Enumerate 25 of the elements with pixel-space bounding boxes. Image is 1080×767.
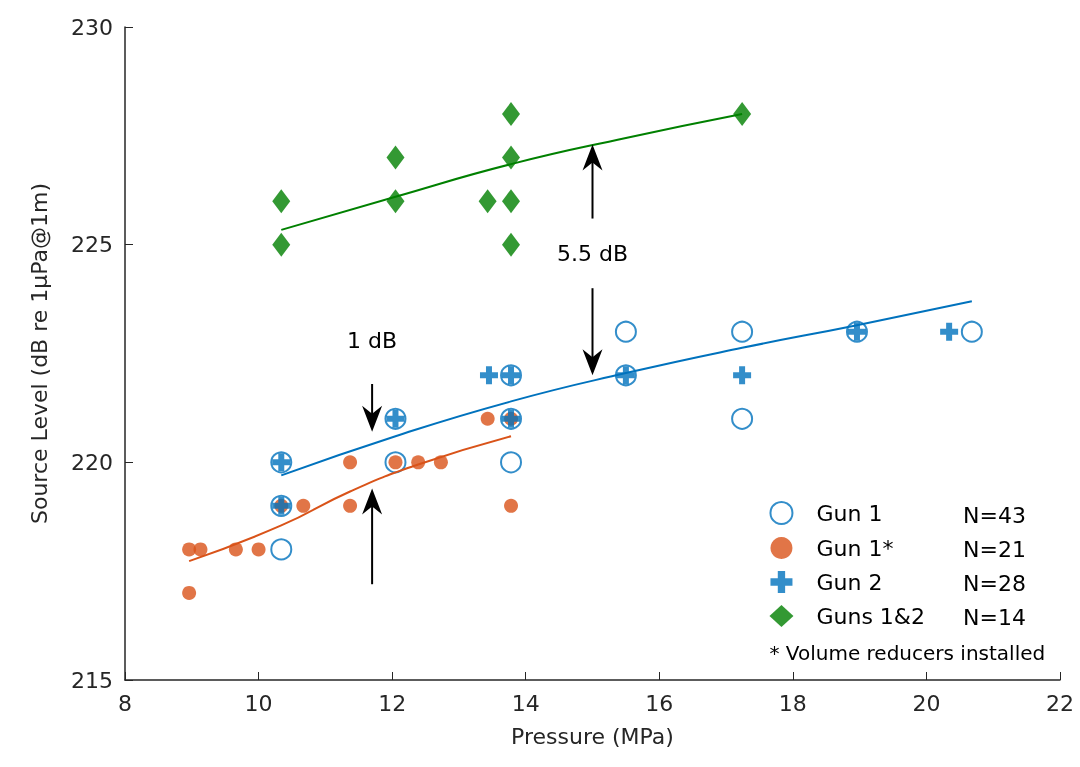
y-tick-label: 225 xyxy=(71,232,113,258)
x-axis-title: Pressure (MPa) xyxy=(511,723,674,749)
annotation: 1 dB xyxy=(347,327,398,353)
y-tick-label: 230 xyxy=(71,14,113,40)
annotation: 5.5 dB xyxy=(556,240,629,266)
annotation: * Volume reducers installed xyxy=(769,641,1046,665)
annotation: N=28 xyxy=(963,570,1026,596)
annotation: N=14 xyxy=(963,604,1026,630)
x-tick-label: 20 xyxy=(912,690,941,716)
x-tick-label: 18 xyxy=(778,690,807,716)
x-tick-label: 16 xyxy=(645,690,674,716)
y-tick-label: 215 xyxy=(71,667,113,693)
legend-label: Gun 2 xyxy=(816,569,883,595)
x-tick-label: 10 xyxy=(244,690,273,716)
legend-label: Guns 1&2 xyxy=(816,603,926,629)
x-tick-label: 12 xyxy=(378,690,407,716)
y-axis-title: Source Level (dB re 1μPa@1m) xyxy=(26,182,52,525)
x-tick-label: 22 xyxy=(1046,690,1074,716)
legend-label: Gun 1 xyxy=(816,500,883,526)
x-tick-label: 8 xyxy=(118,690,132,716)
y-tick-label: 220 xyxy=(71,449,113,475)
annotation: N=21 xyxy=(963,536,1026,562)
x-tick-label: 14 xyxy=(511,690,540,716)
annotation: N=43 xyxy=(963,502,1026,528)
legend-label: Gun 1* xyxy=(816,535,894,561)
